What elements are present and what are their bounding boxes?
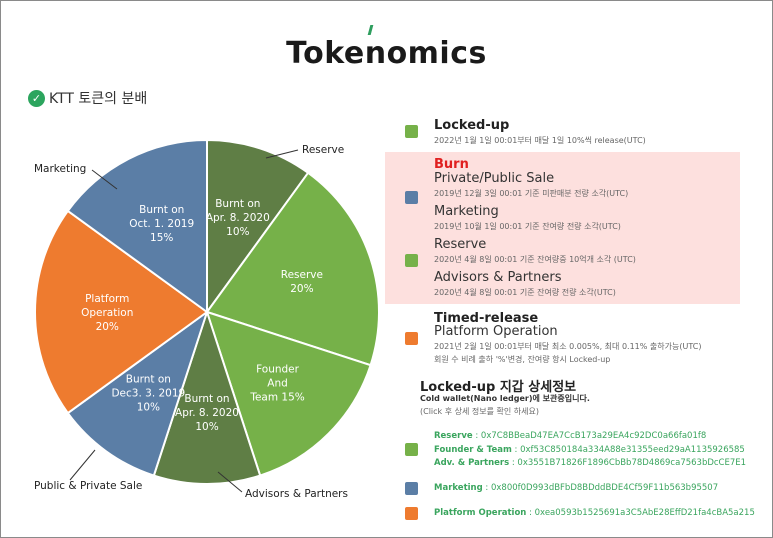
pie-slice-label: Burnt on Apr. 8. 2020 10%	[175, 393, 239, 433]
legend-burn-item-note: 2019년 12월 3일 00:01 기준 미판매분 전량 소각(UTC)	[434, 189, 629, 198]
pie-leader-line	[69, 449, 96, 481]
legend-burn-item-name: Marketing	[434, 204, 499, 219]
wallet-link-platform-operation[interactable]: Platform Operation : 0xea0593b1525691a3C…	[434, 508, 755, 518]
pie-outer-label: Reserve	[302, 144, 344, 156]
legend-burn-item-note: 2019년 10월 1일 00:01 기준 잔여량 전량 소각(UTC)	[434, 222, 621, 231]
wallet-address: 0xf53C850184a334A88e31355eed29aA11359265…	[520, 445, 745, 455]
pie-slice	[152, 308, 262, 485]
legend-swatch-burn-reserve	[405, 254, 418, 267]
distribution-pie-chart: Burnt on Apr. 8. 2020 10% Reserve Reserve 20%…	[34, 138, 380, 500]
pie-outer-label: Advisors & Partners	[245, 488, 348, 500]
wallet-details-hint: (Click 후 상세 정보를 확인 하세요)	[420, 407, 539, 416]
wallet-address: 0xea0593b1525691a3C5AbE28EffD21fa4cBA5a2…	[534, 508, 755, 518]
legend-locked-up-title: Locked-up	[434, 118, 510, 133]
burn-highlight-box	[385, 152, 740, 304]
legend-swatch-burn-sale	[405, 191, 418, 204]
wallet-address: 0x800f0D993dBFbD8BDddBDE4Cf59F11b563b955…	[490, 483, 719, 493]
legend-timed-release-name: Platform Operation	[434, 324, 558, 339]
pie-slice-label: Burnt on Oct. 1. 2019 15%	[129, 204, 194, 244]
wallet-details-subtitle: Cold wallet(Nano ledger)에 보관중입니다.	[420, 394, 590, 403]
legend-swatch-locked-up	[405, 125, 418, 138]
pie-leader-line	[265, 149, 299, 159]
wallet-link-advisors-partners[interactable]: Adv. & Partners : 0x3551B71826F1896CbBb7…	[434, 458, 747, 468]
legend-burn-item-name: Private/Public Sale	[434, 171, 555, 186]
page-title: Tokenomics	[286, 36, 487, 71]
check-circle-icon: ✓	[28, 89, 45, 107]
distribution-subtitle: ✓ KTT 토큰의 분배	[28, 88, 147, 108]
legend-burn-item-name: Advisors & Partners	[434, 270, 562, 285]
pie-slice-label: Burnt on Dec3. 3. 2019 10%	[111, 374, 185, 414]
pie-slice-label: Burnt on Apr. 8. 2020 10%	[206, 198, 270, 238]
wallet-label: Reserve	[434, 431, 473, 441]
pie-outer-label: Public & Private Sale	[34, 480, 142, 492]
pie-slice	[34, 209, 209, 415]
pie-slice-label: Reserve 20%	[281, 269, 323, 295]
legend-timed-release-note-2: 회원 수 비례 출하 '%'변경, 잔여량 항시 Locked-up	[434, 355, 611, 364]
wallet-address: 0x3551B71826F1896CbBb78D4869ca7563bDcCE7…	[517, 458, 747, 468]
pie-leader-line	[217, 471, 243, 493]
wallet-swatch-green	[405, 443, 418, 456]
legend-burn-item-note: 2020년 4월 8일 00:01 기준 잔여량 전량 소각(UTC)	[434, 288, 616, 297]
pie-slice	[66, 309, 209, 477]
distribution-subtitle-text: KTT 토큰의 분배	[49, 91, 148, 107]
wallet-label: Platform Operation	[434, 508, 527, 518]
wallet-details-title: Locked-up 지갑 상세정보	[420, 380, 577, 395]
wallet-link-marketing[interactable]: Marketing : 0x800f0D993dBFbD8BDddBDE4Cf5…	[434, 483, 719, 493]
wallet-address: 0x7C8BBeaD47EA7CcB173a29EA4c92DC0a66fa01…	[480, 431, 707, 441]
legend-timed-release-title: Timed-release	[434, 311, 539, 326]
wallet-link-founder-team[interactable]: Founder & Team : 0xf53C850184a334A88e313…	[434, 445, 745, 455]
legend-swatch-timed-release	[405, 332, 418, 345]
wallet-swatch-orange	[405, 507, 418, 520]
wallet-label: Adv. & Partners	[434, 458, 510, 468]
wallet-link-reserve[interactable]: Reserve : 0x7C8BBeaD47EA7CcB173a29EA4c92…	[434, 431, 707, 441]
wallet-swatch-blue	[405, 482, 418, 495]
pie-outer-label: Marketing	[34, 163, 86, 175]
legend-locked-up-note: 2022년 1월 1일 00:01부터 매달 1일 10%씩 release(U…	[434, 136, 646, 145]
pie-slice-label: Founder And Team 15%	[249, 364, 304, 404]
wallet-label: Founder & Team	[434, 445, 512, 455]
pie-slice	[66, 138, 208, 314]
legend-burn-item-name: Reserve	[434, 237, 487, 252]
pie-slice	[206, 138, 310, 316]
pie-slice	[205, 171, 380, 367]
legend-timed-release-note: 2021년 2월 1일 00:01부터 매달 최소 0.005%, 최대 0.1…	[434, 342, 702, 351]
pie-slice-label: Platform Operation 20%	[81, 293, 133, 333]
pie-leader-line	[91, 169, 118, 190]
legend-burn-item-note: 2020년 4월 8일 00:01 기준 잔여량중 10억개 소각 (UTC)	[434, 255, 636, 264]
wallet-label: Marketing	[434, 483, 483, 493]
legend-burn-title: Burn	[434, 157, 469, 172]
